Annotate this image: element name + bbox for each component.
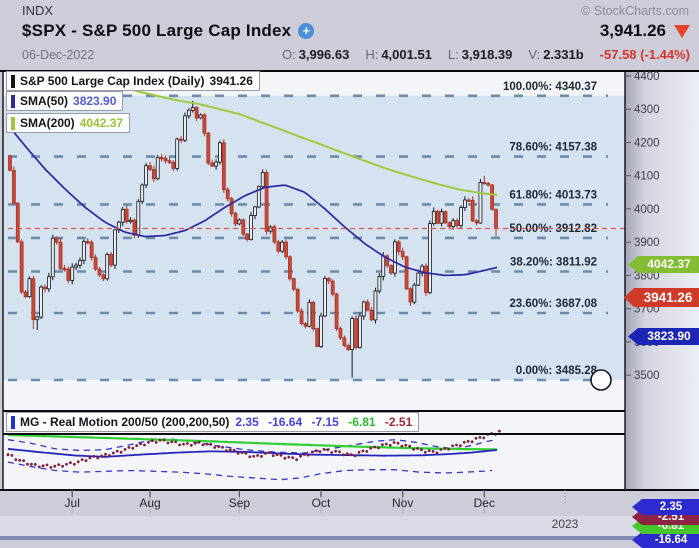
sma50-line [9,126,498,277]
svg-text:Sep: Sep [229,496,251,510]
svg-text:Aug: Aug [139,496,160,510]
down-triangle-icon [674,24,690,38]
svg-text:3900: 3900 [634,237,660,249]
legend-sma50-value: 3823.90 [73,94,117,108]
chart-area[interactable]: 100.00%: 4340.37 78.60%: 4157.38 61.80%: 4… [0,70,699,548]
legend-sma200-label: SMA(200) [20,116,75,130]
svg-text:78.60%: 4157.38: 78.60%: 4157.38 [509,142,597,154]
svg-text:4400: 4400 [634,71,660,83]
page-title: $SPX - S&P 500 Large Cap Index [22,21,292,40]
high-label: H: [365,47,379,62]
legend-symbol-value: 3941.26 [209,74,253,88]
legend-symbol: S&P 500 Large Cap Index (Daily) 3941.26 [6,71,260,91]
y-axis-strip [625,70,699,490]
last-price-badge: 3941.26 [624,288,699,307]
copyright-link[interactable]: © StockCharts.com [581,3,689,18]
last-price: 3,941.26 [599,21,666,40]
svg-text:Nov: Nov [392,496,413,510]
rm-upper-band [7,438,498,454]
svg-text:3500: 3500 [634,370,660,382]
rm-swatch-icon [11,415,15,429]
sma200-price-badge: 4042.37 [628,256,699,273]
svg-text:50.00%: 3912.82: 50.00%: 3912.82 [509,223,597,235]
sma50-price-badge: 3823.90 [628,328,699,345]
legend-real-motion: MG - Real Motion 200/50 (200,200,50) 2.3… [6,412,420,432]
svg-text:2023: 2023 [552,517,579,531]
low-value: 3,918.39 [461,47,513,62]
legend-symbol-label: S&P 500 Large Cap Index (Daily) [20,74,205,88]
candle-swatch-icon [11,74,15,88]
sma200-swatch-icon [11,116,15,130]
x-axis-strip [0,490,699,516]
low-label: L: [447,47,459,62]
pane-frames [0,70,699,491]
open-value: 3,996.63 [298,47,350,62]
svg-text:0.00%: 3485.28: 0.00%: 3485.28 [516,365,598,377]
change-value: -57.58 (-1.44%) [599,47,690,62]
sma200-line [79,71,498,196]
rm-value-4: -6.81 [348,415,376,429]
svg-text:61.80%: 4013.73: 61.80%: 4013.73 [509,189,597,201]
svg-text:4200: 4200 [634,138,660,150]
volume-label: V: [528,47,541,62]
quote-date: 06-Dec-2022 [22,48,95,62]
circle-annotation[interactable] [590,369,612,391]
x-axis-substrip [0,516,699,536]
exchange-label: INDX [22,3,54,18]
rm-value-3: -7.15 [311,415,339,429]
add-annotation-icon[interactable]: + [298,23,315,39]
svg-text:4100: 4100 [634,171,660,183]
svg-text:Dec: Dec [474,496,495,510]
candles [8,100,498,378]
rm-value-5: -2.51 [384,415,413,429]
rm-badge-4: -16.64 [632,532,699,548]
svg-text:3800: 3800 [634,270,660,282]
svg-text:100.00%: 4340.37: 100.00%: 4340.37 [503,81,597,93]
volume-value: 2.331b [543,47,584,62]
svg-text:Jul: Jul [65,496,80,510]
legend-sma200: SMA(200) 4042.37 [6,113,131,133]
svg-text:23.60%: 3687.08: 23.60%: 3687.08 [509,298,597,310]
high-value: 4,001.51 [381,47,432,62]
price-chart-svg[interactable]: 100.00%: 4340.37 78.60%: 4157.38 61.80%: 4… [0,70,699,540]
rm-lower-band [7,461,493,481]
legend-sma200-value: 4042.37 [79,116,124,130]
x-axis-labels: Jul Aug Sep Oct Nov Dec 2023 [65,490,579,531]
rm-badge-1: 2.35 [632,499,699,515]
rm-value-2: -16.64 [268,415,303,429]
legend-rm-label: MG - Real Motion 200/50 (200,200,50) [20,415,230,429]
svg-text:38.20%: 3811.92: 38.20%: 3811.92 [510,257,597,269]
real-motion-pane [6,429,501,481]
ohlcv-row: O: 3,996.63 H: 4,001.51 L: 3,918.39 V: 2.331… [282,47,690,62]
rm-dots [6,429,501,469]
legend-sma50-label: SMA(50) [20,94,69,108]
svg-text:Oct: Oct [312,496,331,510]
svg-text:4300: 4300 [634,104,660,116]
open-label: O: [281,47,296,62]
header: INDX © StockCharts.com $SPX - S&P 500 La… [0,0,699,70]
svg-text:4000: 4000 [634,204,660,216]
sma50-swatch-icon [11,94,15,108]
window-bottom-border [0,536,699,540]
rm-blue-line [7,447,498,458]
legend-sma50: SMA(50) 3823.90 [6,91,124,111]
rm-value-1: 2.35 [235,415,259,429]
